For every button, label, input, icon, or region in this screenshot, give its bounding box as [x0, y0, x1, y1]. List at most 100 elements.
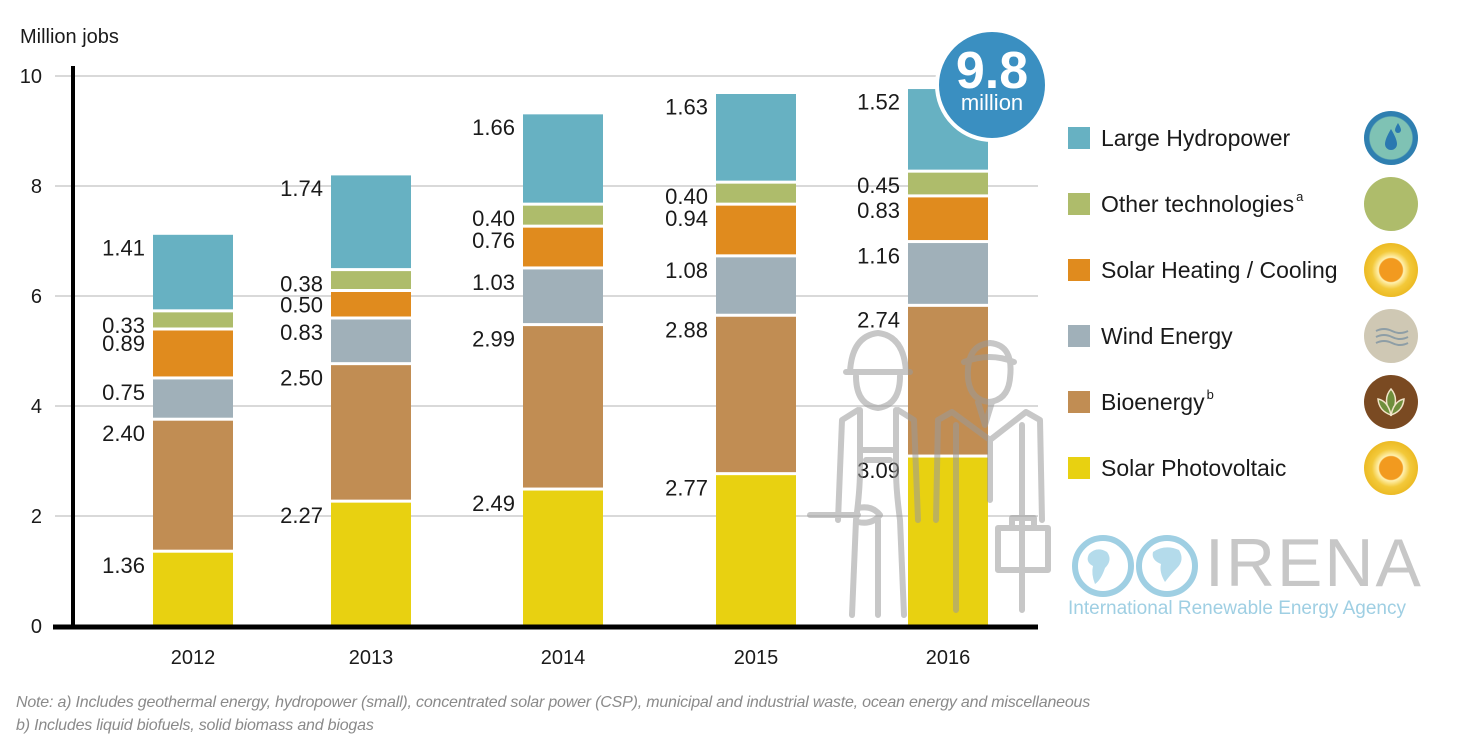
bar-segment-solar-photovoltaic	[153, 552, 233, 626]
data-label: 1.52	[857, 90, 900, 115]
bar-segment-wind-energy	[908, 243, 988, 304]
hard-hat-icon	[843, 330, 913, 375]
bar-segment-solar-photovoltaic	[523, 490, 603, 626]
legend-swatch	[1068, 457, 1090, 479]
data-label: 2.27	[280, 503, 323, 528]
worker-head	[853, 373, 903, 411]
irena-logo: IRENA International Renewable Energy Age…	[1067, 525, 1427, 628]
y-tick-label: 6	[31, 286, 42, 308]
legend-swatch	[1068, 127, 1090, 149]
data-label: 0.33	[102, 313, 145, 338]
legend-label: Solar Photovoltaic	[1101, 454, 1287, 481]
y-tick-label: 8	[31, 176, 42, 198]
workers-illustration	[807, 330, 1051, 618]
badge-value: 9.8	[956, 42, 1028, 100]
bar-segment-solar-heating-cooling	[153, 330, 233, 377]
data-label: 1.41	[102, 235, 145, 260]
data-label: 0.38	[280, 272, 323, 297]
data-label: 2.40	[102, 421, 145, 446]
x-tick-label: 2013	[349, 647, 394, 669]
data-label: 0.50	[280, 293, 323, 318]
axes	[53, 66, 1038, 630]
green-circle-icon	[1364, 177, 1418, 231]
data-label: 0.76	[472, 228, 515, 253]
x-tick-labels: 2012 2013 2014 2015 2016	[171, 647, 971, 669]
y-tick-label: 10	[20, 66, 42, 88]
y-axis-label: Million jobs	[20, 26, 119, 48]
legend-item-large-hydropower: Large Hydropower	[1068, 111, 1418, 165]
leaf-icon	[1364, 375, 1418, 429]
bar-segment-wind-energy	[716, 257, 796, 314]
bar-segment-solar-heating-cooling	[716, 205, 796, 255]
data-label: 2.77	[665, 476, 708, 501]
legend-item-solar-heating-cooling: Solar Heating / Cooling	[1068, 243, 1418, 297]
legend-swatch	[1068, 391, 1090, 413]
bar-segment-wind-energy	[331, 319, 411, 363]
data-label: 1.16	[857, 244, 900, 269]
bar-segment-other-technologies	[908, 172, 988, 195]
x-tick-label: 2014	[541, 647, 586, 669]
footnote-b: b) Includes liquid biofuels, solid bioma…	[16, 717, 374, 734]
legend-label: Other technologies a	[1101, 188, 1304, 217]
bar-segment-bioenergy	[523, 326, 603, 488]
bar-segment-other-technologies	[523, 205, 603, 225]
bar-segment-solar-heating-cooling	[523, 227, 603, 267]
data-label: 1.66	[472, 115, 515, 140]
legend-label: Wind Energy	[1101, 322, 1233, 349]
data-label: 1.03	[472, 270, 515, 295]
legend-swatch	[1068, 259, 1090, 281]
legend-item-bioenergy: Bioenergy b	[1068, 375, 1418, 429]
worker-body	[835, 407, 921, 618]
sun-icon	[1364, 441, 1418, 495]
x-tick-label: 2015	[734, 647, 779, 669]
data-label: 2.74	[857, 307, 900, 332]
bar-segment-other-technologies	[153, 312, 233, 328]
wrench-icon	[807, 504, 883, 526]
x-tick-label: 2012	[171, 647, 216, 669]
legend-swatch	[1068, 325, 1090, 347]
man-body	[933, 399, 1045, 613]
data-label: 1.36	[102, 553, 145, 578]
y-tick-label: 4	[31, 396, 42, 418]
data-label: 1.63	[665, 95, 708, 120]
man-head	[961, 340, 1017, 405]
y-tick-label: 2	[31, 506, 42, 528]
bar-segment-solar-photovoltaic	[716, 475, 796, 626]
y-tick-labels: 0 2 4 6 8 10	[20, 66, 42, 638]
data-label: 2.49	[472, 491, 515, 516]
bar-segment-large-hydropower	[153, 234, 233, 310]
data-label: 0.45	[857, 173, 900, 198]
total-badge: 9.8 million	[935, 28, 1049, 142]
legend-swatch	[1068, 193, 1090, 215]
data-label: 0.83	[857, 198, 900, 223]
wind-icon	[1364, 309, 1418, 363]
data-label: 0.40	[665, 184, 708, 209]
bar-segment-other-technologies	[331, 271, 411, 289]
data-label: 0.75	[102, 380, 145, 405]
bar-segment-bioenergy	[716, 316, 796, 473]
data-label: 2.99	[472, 327, 515, 352]
y-tick-label: 0	[31, 616, 42, 638]
legend-item-other-technologies: Other technologies a	[1068, 177, 1418, 231]
bar-segment-large-hydropower	[523, 114, 603, 203]
data-label: 0.40	[472, 206, 515, 231]
bar-segment-solar-photovoltaic	[331, 502, 411, 626]
legend-label: Solar Heating / Cooling	[1101, 256, 1338, 283]
bar-segment-solar-heating-cooling	[331, 292, 411, 317]
badge-circle	[935, 28, 1049, 142]
irena-subtitle: International Renewable Energy Agency	[1068, 598, 1407, 619]
irena-wordmark: IRENA	[1205, 525, 1423, 601]
legend-item-solar-photovoltaic: Solar Photovoltaic	[1068, 441, 1418, 495]
x-tick-label: 2016	[926, 647, 971, 669]
bar-segment-large-hydropower	[716, 94, 796, 181]
globe-infinity-icon	[1072, 535, 1198, 597]
briefcase-icon	[995, 515, 1051, 573]
bar-segment-bioenergy	[331, 365, 411, 500]
legend-label: Bioenergy b	[1101, 386, 1214, 415]
legend-label: Large Hydropower	[1101, 124, 1291, 151]
bar-segment-solar-photovoltaic	[908, 457, 988, 626]
data-label: 0.83	[280, 320, 323, 345]
bars: 1.362.400.750.890.331.412.272.500.830.50…	[102, 89, 988, 626]
data-label: 1.74	[280, 176, 323, 201]
